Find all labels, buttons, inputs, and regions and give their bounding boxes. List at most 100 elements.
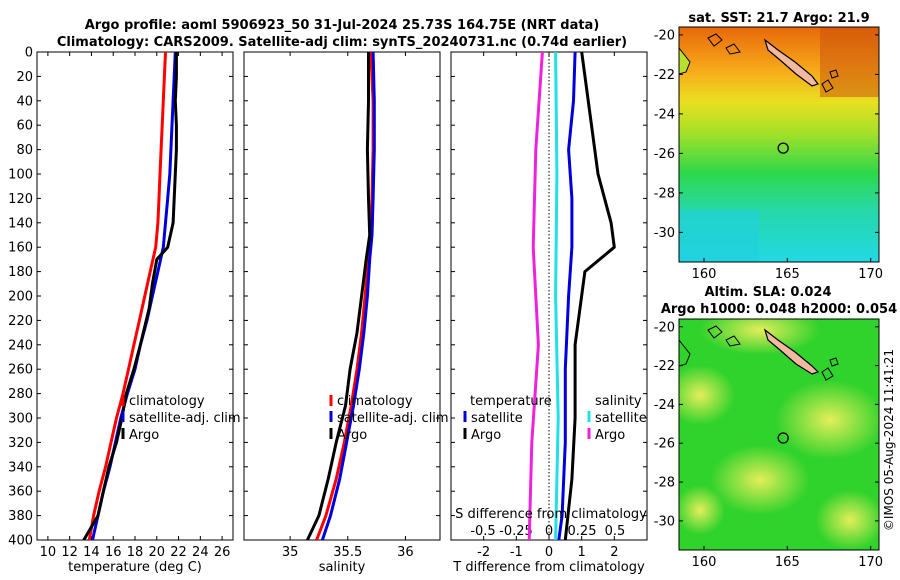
x-tick-label: 26 [214,545,231,560]
x-tick-label: 22 [170,545,187,560]
sla-anomaly-blob [679,365,735,425]
x2-tick-label: 0.25 [568,524,597,539]
series-line-s-argo [527,52,544,540]
map-y-tick-label: -28 [654,476,675,491]
coastline-australia [679,47,691,75]
x-tick-label: 35 [282,545,299,560]
y-tick-label: 300 [8,412,33,427]
sst-map-frame [678,26,880,263]
x-tick-label: 0 [545,545,553,560]
legend-satellite-label: satellite-adj. clim [129,411,241,426]
x2-tick-label: -0.5 [470,524,495,539]
difference-panel: -2 -1 0 1 2-0.5 -0.25 0 0.25 0.5 T difference fr… [450,51,648,575]
y-tick-label: 340 [8,460,33,475]
temperature-panel: 0 20 40 60 80 100 120 140 160 180 200 220 240 260 280 3… [8,46,240,576]
temperature-xlabel: temperature (deg C) [68,560,202,575]
legend-t-satellite-label: satellite [471,411,523,426]
map-x-tick-label: 170 [858,267,883,282]
y-tick-label: 60 [16,119,33,134]
series-line-t-satellite [557,52,577,540]
map-y-tick-label: -26 [654,147,675,162]
x-tick-label: 1 [578,545,586,560]
reef-outlines [707,33,741,55]
map-x-tick-label: 165 [775,267,800,282]
series-line-t-argo [563,52,616,540]
reef-outlines [707,325,741,347]
map-y-tick-label: -30 [654,514,675,529]
legend-temperature-title: temperature [470,394,552,409]
imos-watermark: ©IMOS 05-Aug-2024 11:41:21 [882,349,896,531]
s-difference-xlabel: S difference from climatology [455,507,647,522]
x-tick-label: 35.5 [333,545,362,560]
y-tick-label: 0 [25,46,33,61]
x-tick-label: 14 [83,545,100,560]
temperature-axes-box [36,51,234,541]
salinity-panel: 35 35.5 36 salinity climatology satellite-… [243,51,449,575]
temperature-legend: climatology satellite-adj. clim Argo [121,394,241,443]
map-x-tick-label: 160 [692,555,717,570]
legend-s-argo-label: Argo [595,428,625,443]
map-y-tick-label: -26 [654,437,675,452]
x2-tick-label: 0.5 [605,524,626,539]
new-caledonia-island [763,328,820,375]
x-tick-label: 12 [61,545,78,560]
y-tick-label: 220 [8,314,33,329]
y-tick-label: 280 [8,387,33,402]
y-tick-label: 20 [16,70,33,85]
y-tick-label: 120 [8,192,33,207]
legend-s-satellite-label: satellite [595,411,647,426]
sst-map: sat. SST: 21.7 Argo: 21.9 -20 -22 -24 -26 -2… [654,11,883,282]
map-y-tick-label: -22 [654,68,675,83]
series-line-s-satellite [554,52,560,540]
difference-legend: temperature satellite Argo salinity sate… [463,394,647,443]
y-tick-label: 200 [8,290,33,305]
sla-field [679,319,879,550]
map-x-tick-label: 160 [692,267,717,282]
sla-anomaly-blob [815,490,879,550]
salinity-xlabel: salinity [319,560,366,575]
map-y-tick-label: -20 [654,28,675,43]
y-tick-label: 180 [8,265,33,280]
legend-salinity-title: salinity [595,394,642,409]
y-tick-label: 40 [16,94,33,109]
x-tick-label: 24 [192,545,209,560]
series-line-satellite [320,52,376,540]
sla-anomaly-blob [775,380,879,460]
legend-climatology-label: climatology [129,394,205,409]
sla-anomaly-blob [679,485,725,535]
salinity-legend: climatology satellite-adj. clim Argo [329,394,449,443]
legend-t-argo-label: Argo [471,428,501,443]
x-tick-label: 2 [610,545,618,560]
map-y-tick-label: -30 [654,226,675,241]
y-tick-label: 100 [8,168,33,183]
map-y-tick-label: -22 [654,359,675,374]
series-line-climatology [87,52,167,540]
x-tick-label: 20 [149,545,166,560]
y-tick-label: 80 [16,143,33,158]
map-x-tick-label: 170 [858,555,883,570]
legend-argo-label: Argo [129,428,159,443]
map-y-tick-label: -24 [654,398,675,413]
map-y-tick-label: -20 [654,320,675,335]
title-line-2: Climatology: CARS2009. Satellite-adj cli… [57,35,627,50]
legend-satellite-label: satellite-adj. clim [337,411,449,426]
legend-climatology-label: climatology [337,394,413,409]
x-tick-label: 36 [397,545,414,560]
coastline-australia [679,339,691,367]
x-tick-label: 18 [127,545,144,560]
x-tick-label: -2 [477,545,490,560]
x-tick-label: -1 [510,545,523,560]
sla-anomaly-blob [710,445,810,515]
warm-patch [820,27,879,97]
y-tick-label: 260 [8,363,33,378]
argo-float-marker [777,142,789,154]
y-tick-label: 160 [8,241,33,256]
map-y-tick-label: -24 [654,107,675,122]
new-caledonia-island [763,38,819,87]
t-difference-xlabel: T difference from climatology [452,560,645,575]
sla-map-title-line-2: Argo h1000: 0.048 h2000: 0.054 [661,302,897,317]
argo-float-marker [777,432,789,444]
difference-axes-box [450,51,648,541]
x2-tick-label: -0.25 [499,524,533,539]
